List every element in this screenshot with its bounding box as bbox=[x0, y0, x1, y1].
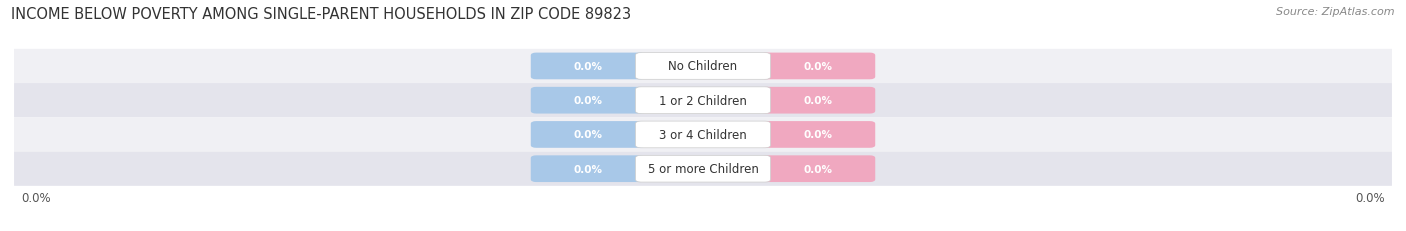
FancyBboxPatch shape bbox=[761, 88, 875, 114]
FancyBboxPatch shape bbox=[636, 53, 770, 80]
FancyBboxPatch shape bbox=[531, 122, 645, 148]
Text: INCOME BELOW POVERTY AMONG SINGLE-PARENT HOUSEHOLDS IN ZIP CODE 89823: INCOME BELOW POVERTY AMONG SINGLE-PARENT… bbox=[11, 7, 631, 22]
Text: 0.0%: 0.0% bbox=[574, 164, 602, 174]
FancyBboxPatch shape bbox=[761, 53, 875, 80]
Text: 1 or 2 Children: 1 or 2 Children bbox=[659, 94, 747, 107]
FancyBboxPatch shape bbox=[761, 122, 875, 148]
FancyBboxPatch shape bbox=[14, 84, 1392, 118]
Text: Source: ZipAtlas.com: Source: ZipAtlas.com bbox=[1277, 7, 1395, 17]
FancyBboxPatch shape bbox=[14, 118, 1392, 152]
FancyBboxPatch shape bbox=[531, 156, 645, 182]
FancyBboxPatch shape bbox=[531, 53, 645, 80]
FancyBboxPatch shape bbox=[761, 156, 875, 182]
FancyBboxPatch shape bbox=[636, 122, 770, 148]
Text: 3 or 4 Children: 3 or 4 Children bbox=[659, 128, 747, 141]
FancyBboxPatch shape bbox=[636, 88, 770, 114]
Text: 0.0%: 0.0% bbox=[574, 130, 602, 140]
FancyBboxPatch shape bbox=[14, 50, 1392, 84]
Text: 0.0%: 0.0% bbox=[21, 191, 51, 204]
Text: 0.0%: 0.0% bbox=[804, 96, 832, 106]
FancyBboxPatch shape bbox=[636, 156, 770, 182]
FancyBboxPatch shape bbox=[531, 88, 645, 114]
Text: 0.0%: 0.0% bbox=[1355, 191, 1385, 204]
Text: 0.0%: 0.0% bbox=[574, 62, 602, 72]
Text: 0.0%: 0.0% bbox=[804, 62, 832, 72]
Text: 0.0%: 0.0% bbox=[804, 130, 832, 140]
FancyBboxPatch shape bbox=[14, 152, 1392, 186]
Text: 0.0%: 0.0% bbox=[804, 164, 832, 174]
Text: 5 or more Children: 5 or more Children bbox=[648, 162, 758, 175]
Text: No Children: No Children bbox=[668, 60, 738, 73]
Text: 0.0%: 0.0% bbox=[574, 96, 602, 106]
